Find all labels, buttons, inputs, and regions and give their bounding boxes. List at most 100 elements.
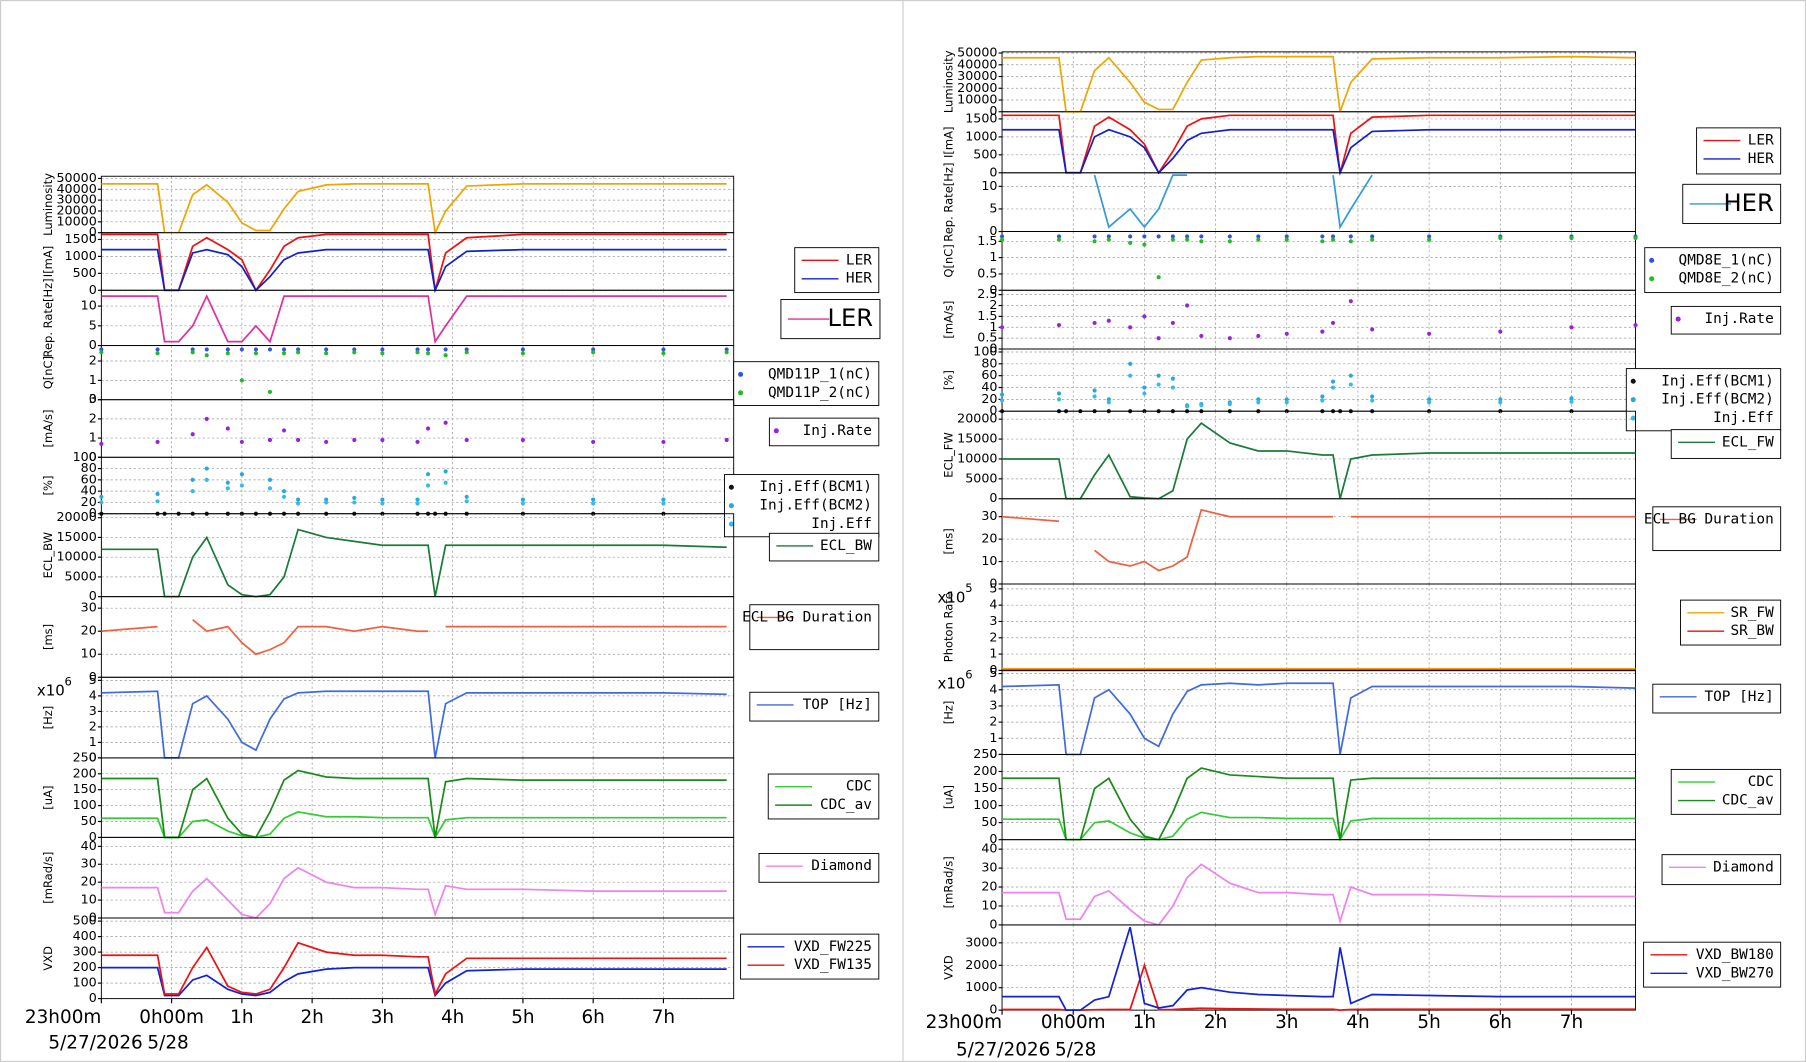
y-tick-label: 1500	[965, 110, 997, 125]
y-tick-label: 15000	[56, 529, 96, 544]
x-tick-label: 1h	[230, 1007, 253, 1028]
legend-label: QMD11P_1(nC)	[768, 366, 872, 382]
date-label: 5/28	[147, 1033, 188, 1054]
legend-label: Inj.Rate	[1705, 311, 1774, 327]
panel-frame	[1001, 231, 1636, 291]
data-point	[1185, 237, 1190, 242]
data-point	[1427, 397, 1432, 402]
legend-box	[740, 933, 880, 980]
y-tick-label: 100	[73, 449, 97, 464]
legend-box	[767, 773, 880, 820]
panel-frame	[1001, 924, 1636, 1011]
y-tick-label: 1.5	[977, 233, 997, 248]
legend-label: Inj.Eff(BCM1)	[1661, 373, 1774, 389]
legend-label: Diamond	[811, 858, 872, 874]
y-tick-label: 0	[89, 224, 97, 239]
series-line	[1002, 863, 1636, 926]
series-line	[101, 811, 727, 840]
legend-label: VXD_BW270	[1696, 965, 1774, 981]
legend-box	[1670, 305, 1782, 335]
y-axis-label: [ms]	[942, 528, 956, 554]
data-point	[1185, 404, 1190, 409]
data-point	[1170, 385, 1175, 390]
y-tick-label: 400	[73, 928, 97, 943]
y-tick-label: 2	[989, 297, 997, 312]
y-tick-label: 10	[81, 298, 97, 313]
legend-label: Diamond	[1713, 859, 1774, 875]
x-tick-label: 5h	[1417, 1012, 1440, 1033]
data-point	[661, 351, 666, 356]
y-tick-label: 2	[989, 714, 997, 729]
data-point	[324, 439, 329, 445]
panel-frame	[1001, 753, 1636, 841]
series-line	[1002, 767, 1636, 841]
legend-label: TOP [Hz]	[803, 697, 872, 713]
data-point	[253, 347, 258, 352]
data-point	[296, 437, 301, 443]
data-point	[1284, 397, 1289, 402]
y-tick-label: 0	[989, 916, 997, 931]
y-tick-label: 20	[81, 494, 97, 509]
legend-label: Inj.Eff	[811, 516, 872, 532]
data-point	[281, 351, 287, 356]
data-point	[464, 437, 469, 443]
y-tick-label: 200	[73, 765, 97, 780]
data-point	[415, 347, 420, 352]
data-point	[1633, 323, 1638, 328]
data-point	[415, 501, 420, 506]
data-point	[1227, 239, 1232, 244]
y-tick-label: 0	[989, 223, 997, 238]
data-point	[1142, 314, 1147, 319]
y-tick-label: 50	[981, 814, 997, 829]
data-point	[1128, 234, 1133, 239]
y-axis-label: I[mA]	[942, 127, 956, 158]
y-tick-label: 500	[73, 913, 97, 928]
data-point	[1256, 333, 1261, 339]
y-tick-label: 40	[981, 379, 997, 394]
data-point	[281, 347, 287, 352]
y-tick-label: 20	[981, 879, 997, 894]
data-point	[1185, 303, 1190, 308]
data-point	[520, 351, 525, 356]
y-axis-label: Rep. Rate[Hz]	[41, 278, 55, 357]
y-tick-label: 0	[989, 746, 997, 761]
y-tick-label: 10000	[957, 450, 997, 465]
y-tick-label: 2	[89, 410, 97, 425]
data-point	[1199, 333, 1204, 339]
data-point	[1142, 234, 1147, 239]
data-point	[999, 237, 1005, 242]
data-point	[204, 477, 209, 482]
y-tick-label: 0	[989, 164, 997, 179]
legend-box	[724, 474, 880, 538]
legend-marker	[1649, 276, 1655, 282]
data-point	[1056, 391, 1062, 396]
data-point	[1284, 237, 1289, 242]
data-point	[380, 501, 385, 506]
y-tick-label: 2	[989, 629, 997, 644]
data-point	[296, 350, 301, 355]
data-point	[253, 351, 258, 356]
y-axis-label: [mA/s]	[41, 410, 55, 448]
data-point	[425, 426, 431, 431]
y-tick-label: 3	[89, 703, 97, 718]
y-tick-label: 20	[981, 391, 997, 406]
y-tick-label: 40000	[957, 56, 997, 71]
data-point	[1498, 235, 1503, 241]
data-point	[1320, 329, 1325, 334]
date-label: 5/28	[1055, 1039, 1096, 1060]
data-point	[1256, 237, 1261, 242]
series-line	[101, 528, 727, 598]
x-tick-label: 1h	[1133, 1012, 1156, 1033]
data-point	[1156, 382, 1161, 387]
panel-frame	[1001, 498, 1636, 585]
data-point	[204, 416, 209, 421]
y-axis-label: [Hz]	[41, 706, 55, 730]
y-tick-label: 0	[989, 575, 997, 590]
legend-label: LER	[1748, 133, 1774, 149]
data-point	[1156, 373, 1161, 378]
legend-marker	[1630, 378, 1636, 384]
y-tick-label: 4	[989, 597, 997, 612]
data-point	[1170, 320, 1175, 325]
y-tick-label: 0	[89, 588, 97, 603]
legend-label: QMD11P_2(nC)	[768, 385, 872, 401]
